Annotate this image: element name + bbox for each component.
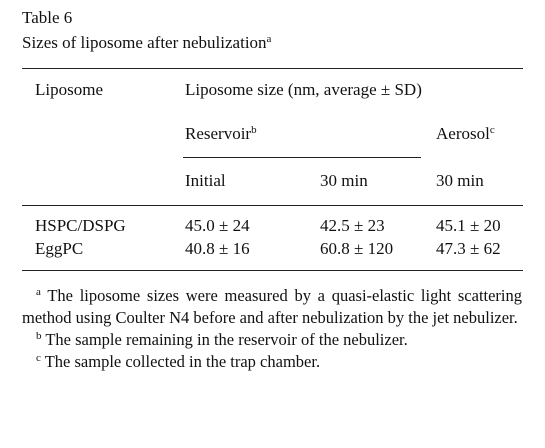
table-cell: 42.5 ± 23 <box>320 216 385 235</box>
subgroup-header: Aerosolc <box>436 124 495 144</box>
table-cell: 45.0 ± 24 <box>185 216 250 235</box>
subgroup-text: Aerosol <box>436 124 490 143</box>
column-header: Liposome <box>35 80 103 99</box>
table-cell: 47.3 ± 62 <box>436 239 501 258</box>
footnote: c The sample collected in the trap chamb… <box>22 351 522 373</box>
column-header: Initial <box>185 171 226 190</box>
bottom-rule <box>22 270 523 271</box>
row-label: EggPC <box>35 239 84 258</box>
subgroup-header: Reservoirb <box>185 124 257 144</box>
footnote-mark: b <box>251 124 257 136</box>
footnote-text: The liposome sizes were measured by a qu… <box>22 286 523 327</box>
group-header: Liposome size (nm, average ± SD) <box>185 80 422 99</box>
table-cell: 45.1 ± 20 <box>436 216 501 235</box>
table-title: Sizes of liposome after nebulizationa <box>22 33 271 53</box>
title-text: Sizes of liposome after nebulization <box>22 33 267 52</box>
table-label: Table 6 <box>22 8 73 27</box>
footnote-text: The sample collected in the trap chamber… <box>44 352 321 371</box>
group-rule <box>183 157 421 158</box>
column-header: 30 min <box>436 171 484 190</box>
footnote-mark: c <box>36 352 41 364</box>
footnote-mark: a <box>266 33 272 45</box>
header-rule <box>22 205 523 206</box>
footnote-mark: c <box>489 124 495 136</box>
table-cell: 60.8 ± 120 <box>320 239 394 258</box>
footnote: a The liposome sizes were measured by a … <box>22 285 522 329</box>
table-cell: 40.8 ± 16 <box>185 239 250 258</box>
column-header: 30 min <box>320 171 368 190</box>
footnote-text: The sample remaining in the reservoir of… <box>45 330 408 349</box>
top-rule <box>22 68 523 69</box>
subgroup-text: Reservoir <box>185 124 252 143</box>
row-label: HSPC/DSPG <box>35 216 126 235</box>
footnote-mark: a <box>36 286 41 298</box>
footnote: b The sample remaining in the reservoir … <box>22 329 522 351</box>
footnote-mark: b <box>36 330 42 342</box>
